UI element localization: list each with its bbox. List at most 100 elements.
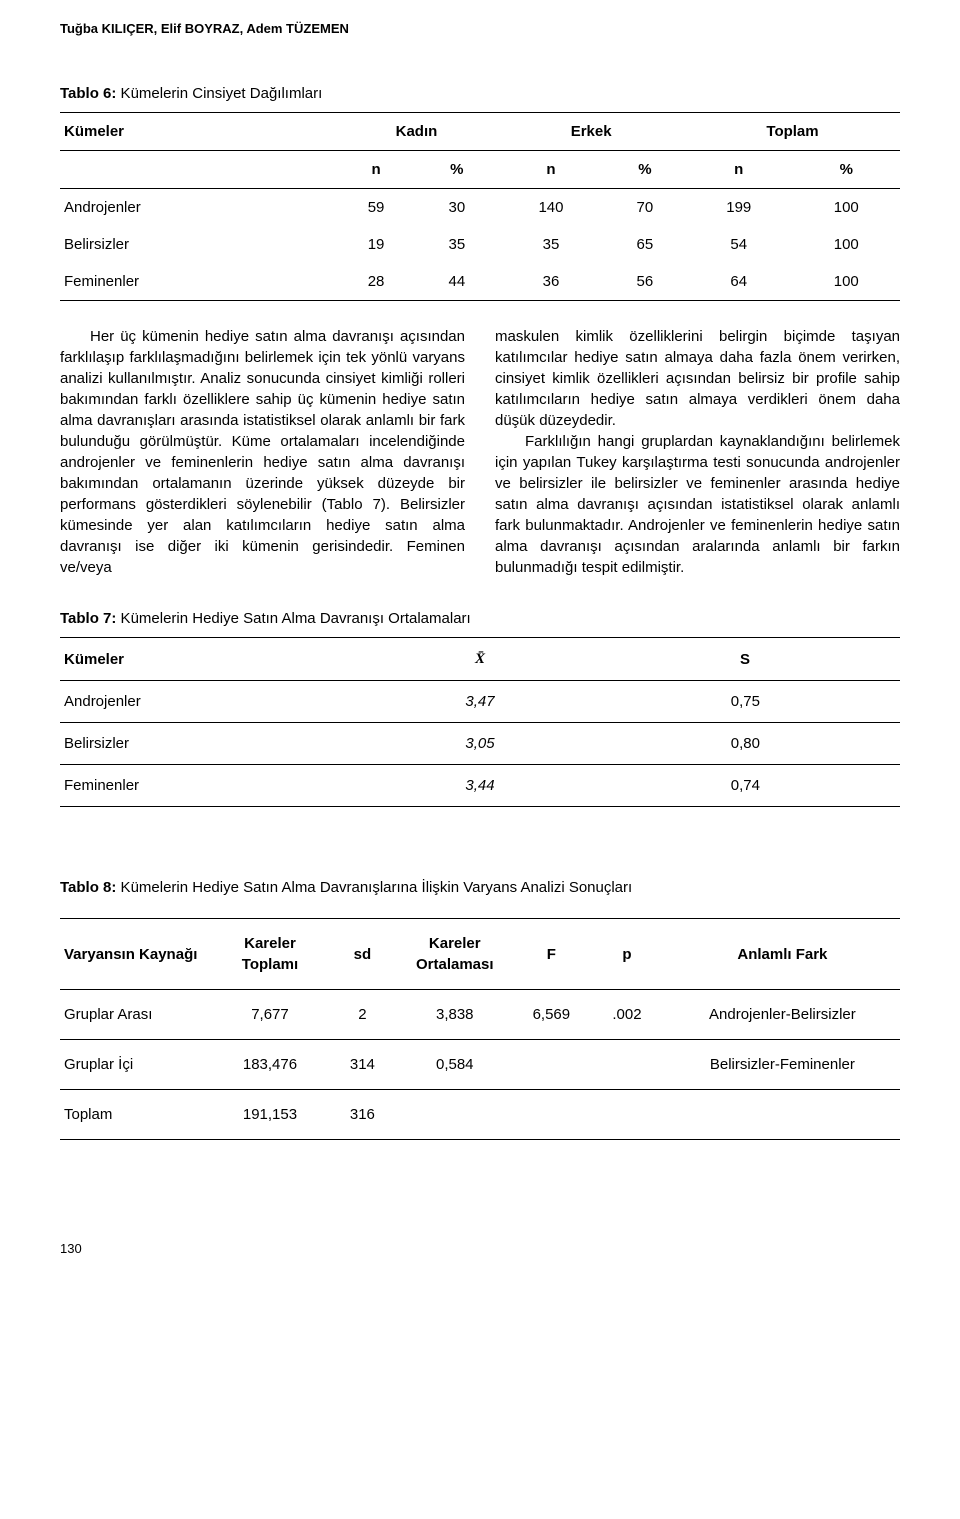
table6: Kümeler Kadın Erkek Toplam n % n % n % A… [60, 112, 900, 301]
table7-h-c1: X̄ [340, 638, 620, 681]
table6-row: Androjenler 59 30 140 70 199 100 [60, 189, 900, 227]
table6-cell: 54 [685, 226, 792, 263]
table7-h-c0: Kümeler [60, 638, 340, 681]
table8-cell [514, 1040, 590, 1090]
table8-cell: Toplam [60, 1090, 211, 1140]
table8-cell: 7,677 [211, 990, 329, 1040]
table7-cell: 0,75 [620, 681, 900, 723]
table6-h2-c2: % [416, 151, 497, 189]
table6-row: Belirsizler 19 35 35 65 54 100 [60, 226, 900, 263]
table8-cell [665, 1090, 900, 1140]
table6-cell: 35 [416, 226, 497, 263]
table6-cell: Feminenler [60, 263, 336, 301]
table7-title-rest: Kümelerin Hediye Satın Alma Davranışı Or… [116, 610, 470, 627]
table6-h2-c1: n [336, 151, 417, 189]
table7-cell: 3,47 [340, 681, 620, 723]
table7-cell: 3,05 [340, 723, 620, 765]
table7-cell: 0,80 [620, 723, 900, 765]
table7-cell: 3,44 [340, 765, 620, 807]
table6-cell: 65 [605, 226, 685, 263]
table7-h-c2: S [620, 638, 900, 681]
table8-cell: 2 [329, 990, 396, 1040]
table6-cell: 36 [497, 263, 604, 301]
table8-h-c5: p [589, 919, 665, 990]
table6-h2-c0 [60, 151, 336, 189]
table6-cell: 28 [336, 263, 417, 301]
table8-cell: 0,584 [396, 1040, 514, 1090]
xbar-symbol: X̄ [475, 651, 485, 667]
table6-cell: 35 [497, 226, 604, 263]
table6-cell: 100 [793, 263, 901, 301]
table8-cell: Gruplar İçi [60, 1040, 211, 1090]
table6-cell: Belirsizler [60, 226, 336, 263]
table7: Kümeler X̄ S Androjenler 3,47 0,75 Belir… [60, 637, 900, 807]
table8-cell: 3,838 [396, 990, 514, 1040]
table6-h2-c5: n [685, 151, 792, 189]
table8-cell: Belirsizler-Feminenler [665, 1040, 900, 1090]
table7-cell: 0,74 [620, 765, 900, 807]
table6-title-rest: Kümelerin Cinsiyet Dağılımları [116, 85, 322, 102]
paragraph-left: Her üç kümenin hediye satın alma davranı… [60, 326, 465, 578]
table8: Varyansın Kaynağı Kareler Toplamı sd Kar… [60, 918, 900, 1140]
table8-row: Gruplar İçi 183,476 314 0,584 Belirsizle… [60, 1040, 900, 1090]
table6-row: Feminenler 28 44 36 56 64 100 [60, 263, 900, 301]
right-column: maskulen kimlik özelliklerini belirgin b… [495, 326, 900, 578]
table8-cell [514, 1090, 590, 1140]
table6-cell: 100 [793, 189, 901, 227]
authors-line: Tuğba KILIÇER, Elif BOYRAZ, Adem TÜZEMEN [60, 20, 900, 38]
table8-title: Tablo 8: Kümelerin Hediye Satın Alma Dav… [60, 877, 900, 898]
table7-cell: Feminenler [60, 765, 340, 807]
table8-cell [396, 1090, 514, 1140]
table6-h1-c0: Kümeler [60, 113, 336, 151]
table8-h-c4: F [514, 919, 590, 990]
table6-cell: 199 [685, 189, 792, 227]
table6-h2-c6: % [793, 151, 901, 189]
table7-title-bold: Tablo 7: [60, 610, 116, 627]
table7-row: Androjenler 3,47 0,75 [60, 681, 900, 723]
table6-title: Tablo 6: Kümelerin Cinsiyet Dağılımları [60, 83, 900, 104]
table6-h2-c3: n [497, 151, 604, 189]
table8-h-c3: Kareler Ortalaması [396, 919, 514, 990]
table6-h1-c2: Erkek [497, 113, 685, 151]
table8-cell: Gruplar Arası [60, 990, 211, 1040]
table6-cell: 19 [336, 226, 417, 263]
left-column: Her üç kümenin hediye satın alma davranı… [60, 326, 465, 578]
table7-row: Feminenler 3,44 0,74 [60, 765, 900, 807]
table8-h-c0: Varyansın Kaynağı [60, 919, 211, 990]
table8-h-c6: Anlamlı Fark [665, 919, 900, 990]
table8-header-row: Varyansın Kaynağı Kareler Toplamı sd Kar… [60, 919, 900, 990]
table6-cell: 100 [793, 226, 901, 263]
table6-h1-c1: Kadın [336, 113, 498, 151]
table8-cell: .002 [589, 990, 665, 1040]
table7-title: Tablo 7: Kümelerin Hediye Satın Alma Dav… [60, 608, 900, 629]
body-text-columns: Her üç kümenin hediye satın alma davranı… [60, 326, 900, 578]
table8-h-c1: Kareler Toplamı [211, 919, 329, 990]
table7-cell: Androjenler [60, 681, 340, 723]
table8-cell: 314 [329, 1040, 396, 1090]
table6-title-bold: Tablo 6: [60, 85, 116, 102]
table8-cell: 183,476 [211, 1040, 329, 1090]
table7-row: Belirsizler 3,05 0,80 [60, 723, 900, 765]
table7-cell: Belirsizler [60, 723, 340, 765]
table6-cell: Androjenler [60, 189, 336, 227]
table8-cell: 191,153 [211, 1090, 329, 1140]
table6-cell: 140 [497, 189, 604, 227]
table8-cell: Androjenler-Belirsizler [665, 990, 900, 1040]
table8-row: Toplam 191,153 316 [60, 1090, 900, 1140]
table6-cell: 70 [605, 189, 685, 227]
paragraph-right-b: Farklılığın hangi gruplardan kaynaklandı… [495, 431, 900, 578]
table6-header-row2: n % n % n % [60, 151, 900, 189]
table6-cell: 44 [416, 263, 497, 301]
page-number: 130 [60, 1240, 900, 1258]
table8-cell [589, 1040, 665, 1090]
table8-title-bold: Tablo 8: [60, 879, 116, 896]
table8-row: Gruplar Arası 7,677 2 3,838 6,569 .002 A… [60, 990, 900, 1040]
table6-cell: 56 [605, 263, 685, 301]
table8-cell [589, 1090, 665, 1140]
table8-cell: 316 [329, 1090, 396, 1140]
table6-cell: 64 [685, 263, 792, 301]
table6-h1-c3: Toplam [685, 113, 900, 151]
table8-h-c2: sd [329, 919, 396, 990]
table7-header-row: Kümeler X̄ S [60, 638, 900, 681]
table6-cell: 59 [336, 189, 417, 227]
